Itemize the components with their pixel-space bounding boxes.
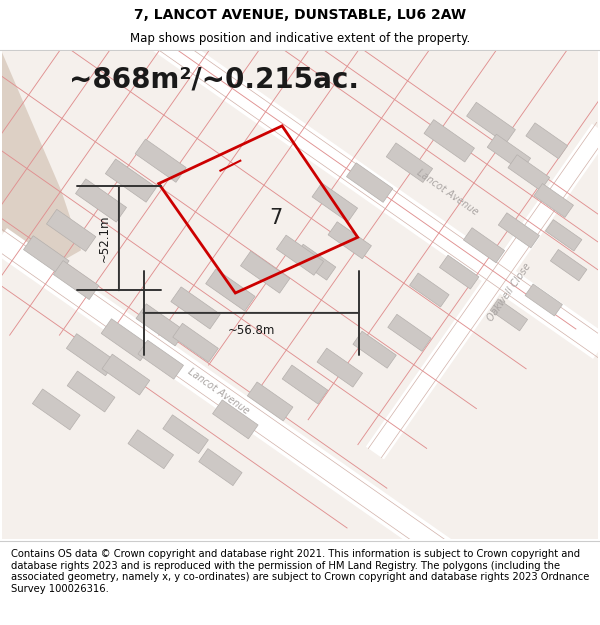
Polygon shape — [424, 119, 475, 162]
Polygon shape — [545, 219, 582, 251]
Polygon shape — [498, 213, 539, 248]
Text: Map shows position and indicative extent of the property.: Map shows position and indicative extent… — [130, 32, 470, 45]
Polygon shape — [534, 184, 574, 218]
Polygon shape — [550, 249, 587, 281]
Polygon shape — [346, 162, 393, 202]
Polygon shape — [294, 244, 336, 280]
Polygon shape — [53, 261, 99, 299]
Polygon shape — [353, 331, 396, 368]
Polygon shape — [128, 430, 173, 469]
Polygon shape — [410, 273, 449, 307]
Polygon shape — [199, 449, 242, 486]
Polygon shape — [67, 371, 115, 412]
Text: Lancot Avenue: Lancot Avenue — [415, 168, 480, 217]
Polygon shape — [247, 382, 293, 421]
Polygon shape — [463, 228, 505, 262]
Polygon shape — [136, 304, 185, 346]
Text: Oakwell Close: Oakwell Close — [485, 261, 533, 323]
Polygon shape — [312, 183, 358, 222]
Polygon shape — [23, 236, 69, 274]
Text: Contains OS data © Crown copyright and database right 2021. This information is : Contains OS data © Crown copyright and d… — [11, 549, 589, 594]
Text: ~868m²/~0.215ac.: ~868m²/~0.215ac. — [69, 65, 359, 93]
Polygon shape — [525, 284, 562, 316]
Text: 7, LANCOT AVENUE, DUNSTABLE, LU6 2AW: 7, LANCOT AVENUE, DUNSTABLE, LU6 2AW — [134, 8, 466, 22]
Polygon shape — [386, 143, 433, 182]
Text: ~52.1m: ~52.1m — [98, 214, 111, 262]
Polygon shape — [106, 159, 157, 202]
Polygon shape — [67, 334, 116, 376]
Polygon shape — [135, 139, 186, 182]
Polygon shape — [101, 319, 151, 361]
Polygon shape — [76, 179, 127, 222]
Polygon shape — [487, 134, 530, 171]
Polygon shape — [241, 251, 290, 293]
Text: Lancot Avenue: Lancot Avenue — [186, 367, 251, 416]
Polygon shape — [317, 348, 362, 387]
Polygon shape — [2, 51, 598, 539]
Polygon shape — [439, 255, 479, 289]
Polygon shape — [206, 269, 255, 311]
Polygon shape — [2, 51, 81, 270]
Polygon shape — [277, 235, 323, 275]
Polygon shape — [171, 287, 220, 329]
Polygon shape — [467, 102, 515, 144]
Polygon shape — [163, 415, 208, 454]
Polygon shape — [138, 340, 184, 379]
Polygon shape — [32, 389, 80, 430]
Polygon shape — [102, 354, 150, 395]
Polygon shape — [46, 209, 96, 251]
Polygon shape — [212, 400, 258, 439]
Polygon shape — [508, 155, 550, 191]
Polygon shape — [328, 222, 371, 259]
Text: 7: 7 — [270, 208, 283, 228]
Text: ~56.8m: ~56.8m — [227, 324, 275, 337]
Polygon shape — [526, 123, 568, 159]
Polygon shape — [388, 314, 431, 351]
Polygon shape — [490, 299, 527, 331]
Polygon shape — [173, 323, 218, 362]
Polygon shape — [282, 365, 328, 404]
